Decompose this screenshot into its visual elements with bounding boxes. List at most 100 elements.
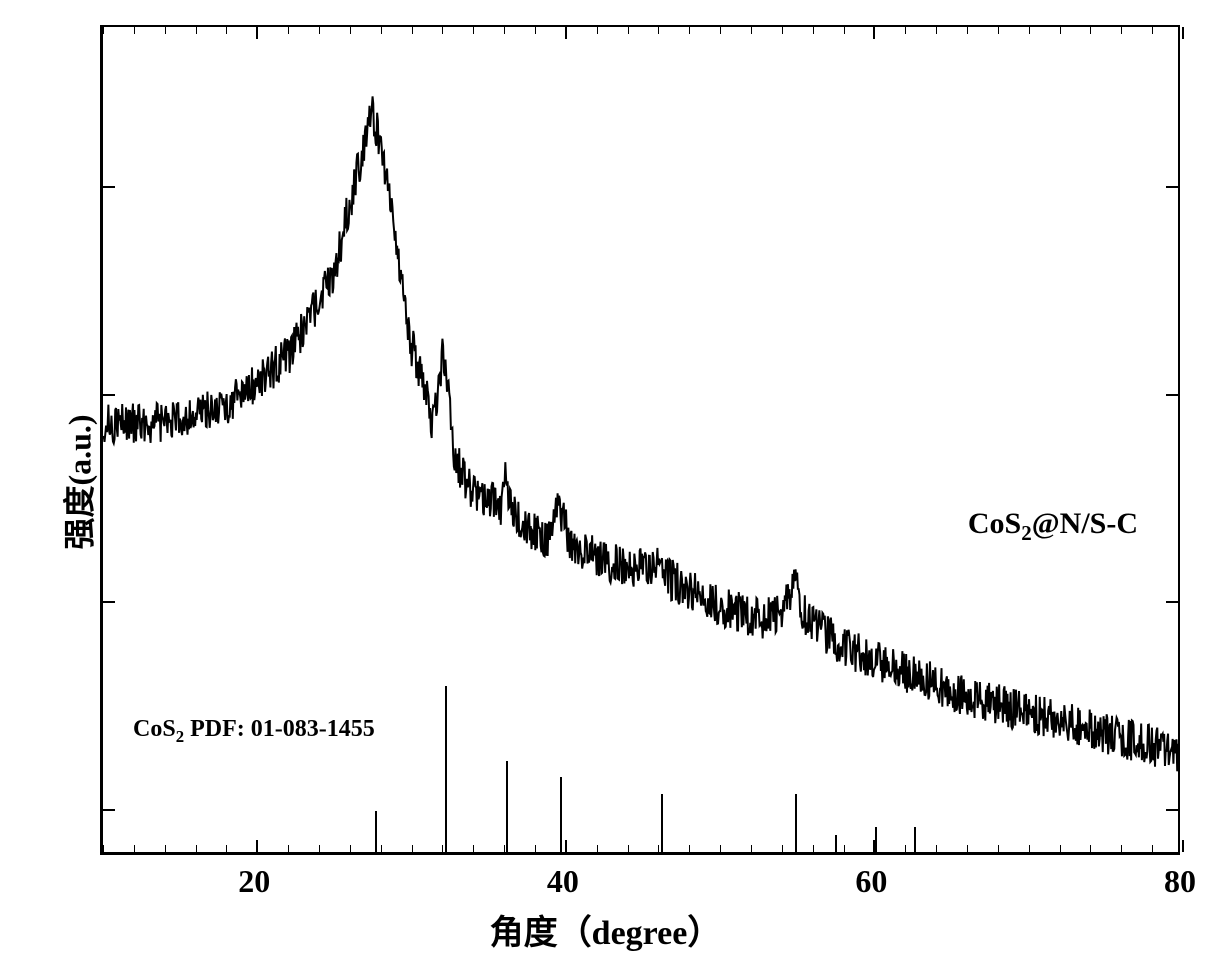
pdf-reference-label: CoS2 PDF: 01-083-1455 <box>133 716 375 747</box>
x-tick-minor-top <box>689 27 690 34</box>
x-tick-label: 40 <box>547 863 579 900</box>
x-tick-major-top <box>873 27 875 39</box>
x-tick-major-top <box>1182 27 1184 39</box>
x-tick-minor-top <box>658 27 659 34</box>
x-tick-major-top <box>565 27 567 39</box>
x-tick-major <box>565 840 567 852</box>
x-tick-major <box>873 840 875 852</box>
pdf-label-text: CoS2 PDF: 01-083-1455 <box>133 716 375 742</box>
reference-peak <box>375 811 377 853</box>
x-tick-minor-top <box>782 27 783 34</box>
x-tick-minor <box>103 845 104 852</box>
x-tick-minor-top <box>504 27 505 34</box>
x-tick-major-top <box>256 27 258 39</box>
x-tick-minor-top <box>535 27 536 34</box>
x-tick-minor-top <box>597 27 598 34</box>
reference-peak <box>661 794 663 852</box>
x-tick-minor-top <box>165 27 166 34</box>
x-tick-minor <box>319 845 320 852</box>
x-tick-minor-top <box>844 27 845 34</box>
y-tick-right <box>1166 809 1178 811</box>
reference-peak <box>835 835 837 852</box>
x-tick-minor <box>658 845 659 852</box>
x-tick-minor <box>967 845 968 852</box>
y-tick-right <box>1166 601 1178 603</box>
x-tick-label: 20 <box>238 863 270 900</box>
x-tick-minor <box>597 845 598 852</box>
x-tick-minor-top <box>1121 27 1122 34</box>
x-tick-minor <box>412 845 413 852</box>
x-tick-minor-top <box>226 27 227 34</box>
x-tick-minor-top <box>936 27 937 34</box>
x-tick-minor <box>381 845 382 852</box>
x-tick-minor-top <box>350 27 351 34</box>
x-tick-minor-top <box>1029 27 1030 34</box>
x-tick-minor <box>165 845 166 852</box>
x-tick-minor-top <box>381 27 382 34</box>
reference-peak <box>795 794 797 852</box>
y-tick <box>103 394 115 396</box>
x-tick-major <box>1182 840 1184 852</box>
x-tick-minor-top <box>751 27 752 34</box>
x-tick-minor <box>720 845 721 852</box>
x-tick-minor <box>504 845 505 852</box>
reference-peak <box>560 777 562 852</box>
x-tick-minor-top <box>442 27 443 34</box>
x-tick-minor-top <box>628 27 629 34</box>
x-tick-minor-top <box>813 27 814 34</box>
y-tick <box>103 186 115 188</box>
y-tick-right <box>1166 394 1178 396</box>
x-tick-minor-top <box>412 27 413 34</box>
x-tick-minor-top <box>134 27 135 34</box>
x-tick-minor <box>813 845 814 852</box>
x-tick-minor <box>1121 845 1122 852</box>
x-tick-minor-top <box>967 27 968 34</box>
x-tick-minor <box>628 845 629 852</box>
x-tick-minor-top <box>1060 27 1061 34</box>
x-tick-minor-top <box>473 27 474 34</box>
x-tick-minor-top <box>998 27 999 34</box>
xrd-spectrum-line <box>103 96 1178 771</box>
x-tick-minor-top <box>288 27 289 34</box>
x-tick-minor-top <box>196 27 197 34</box>
x-tick-label: 60 <box>855 863 887 900</box>
x-tick-minor <box>998 845 999 852</box>
chart-frame: CoS2@N/S-C CoS2 PDF: 01-083-1455 <box>100 25 1180 855</box>
y-tick <box>103 809 115 811</box>
x-tick-minor-top <box>1090 27 1091 34</box>
y-tick <box>103 601 115 603</box>
x-tick-major <box>256 840 258 852</box>
reference-peak <box>506 761 508 852</box>
sample-annotation: CoS2@N/S-C <box>968 507 1138 546</box>
x-tick-minor <box>350 845 351 852</box>
y-tick-right <box>1166 186 1178 188</box>
x-tick-minor-top <box>319 27 320 34</box>
x-tick-minor-top <box>720 27 721 34</box>
x-tick-minor <box>288 845 289 852</box>
x-tick-minor <box>1060 845 1061 852</box>
x-tick-minor <box>535 845 536 852</box>
reference-peak <box>914 827 916 852</box>
x-tick-minor <box>936 845 937 852</box>
x-tick-minor <box>1152 845 1153 852</box>
x-tick-minor <box>226 845 227 852</box>
x-tick-minor-top <box>1152 27 1153 34</box>
x-tick-minor <box>905 845 906 852</box>
x-tick-minor <box>751 845 752 852</box>
x-tick-minor <box>134 845 135 852</box>
x-axis-label: 角度（degree） <box>490 905 722 954</box>
x-tick-minor <box>442 845 443 852</box>
x-tick-minor <box>844 845 845 852</box>
x-tick-minor <box>1090 845 1091 852</box>
reference-peak <box>445 686 447 852</box>
x-tick-minor <box>473 845 474 852</box>
x-tick-minor <box>689 845 690 852</box>
x-tick-minor <box>782 845 783 852</box>
x-tick-minor-top <box>905 27 906 34</box>
x-tick-minor-top <box>103 27 104 34</box>
x-tick-minor <box>196 845 197 852</box>
sample-label-text: CoS2@N/S-C <box>968 507 1138 540</box>
x-tick-label: 80 <box>1164 863 1196 900</box>
x-tick-minor <box>1029 845 1030 852</box>
y-axis-label: 强度(a.u.) <box>55 414 101 549</box>
